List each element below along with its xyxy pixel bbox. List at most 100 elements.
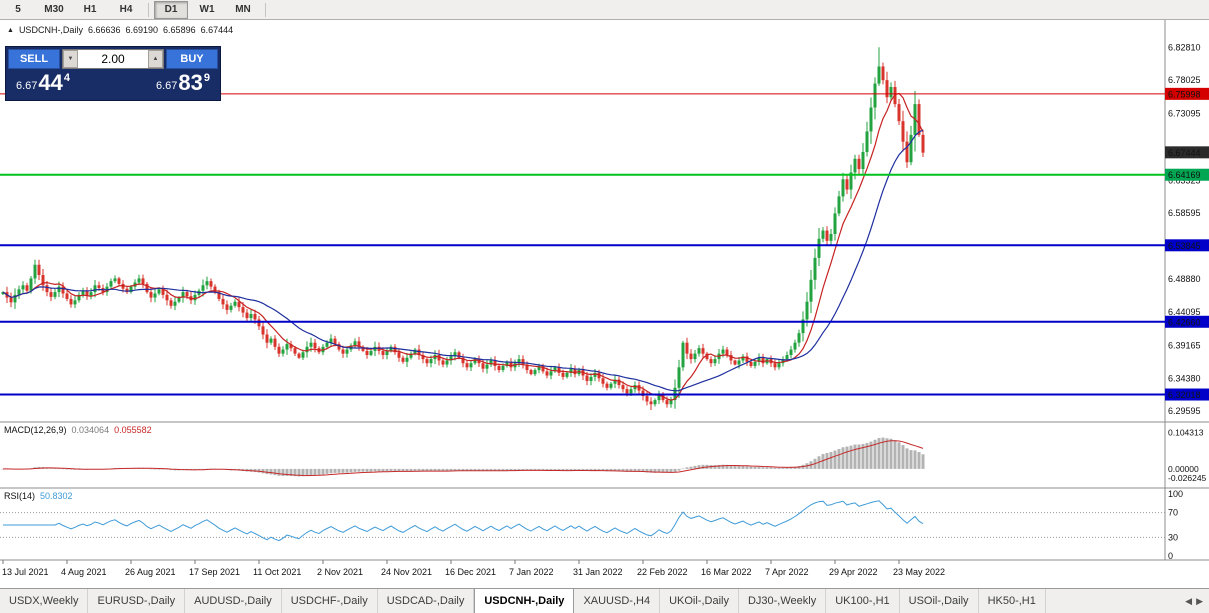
buy-button[interactable]: BUY	[166, 49, 218, 69]
date-label: 2 Nov 2021	[317, 567, 363, 577]
timeframe-button-D1[interactable]: D1	[154, 0, 188, 19]
rsi-axis-label: 0	[1168, 551, 1173, 561]
collapse-icon[interactable]: ▲	[7, 26, 14, 34]
triangle-down-icon: ▼	[67, 56, 74, 62]
timeframe-button-MN[interactable]: MN	[235, 4, 251, 15]
date-label: 29 Apr 2022	[829, 567, 878, 577]
price-badge-6.64169	[1165, 168, 1209, 181]
tab-usdcnh-daily[interactable]: USDCNH-,Daily	[474, 589, 575, 613]
tab-scroll-right-icon[interactable]: ▶	[1196, 595, 1203, 606]
timeframe-button-5[interactable]: 5	[15, 4, 21, 15]
volume-decrease-button[interactable]: ▼	[63, 50, 78, 68]
tab-uk100-h1[interactable]: UK100-,H1	[826, 589, 900, 613]
date-label: 4 Aug 2021	[61, 567, 107, 577]
symbol-title: USDCNH-,Daily	[18, 25, 83, 35]
tab-ukoil-daily[interactable]: UKOil-,Daily	[660, 589, 739, 613]
tab-audusd-daily[interactable]: AUDUSD-,Daily	[185, 589, 282, 613]
macd-axis-label: 0.104313	[1168, 428, 1204, 438]
toolbar-separator	[148, 2, 149, 17]
timeframe-toolbar: 5 M30 H1 H4 D1 W1 MN	[0, 0, 1209, 20]
timeframe-button-H1[interactable]: H1	[83, 4, 97, 15]
buy-price[interactable]: 6.67 83 9	[156, 72, 210, 94]
price-badge-6.75998	[1165, 87, 1209, 100]
macd-axis-label: 0.00000	[1168, 464, 1199, 474]
triangle-up-icon: ▲	[152, 56, 159, 62]
tab-dj30-weekly[interactable]: DJ30-,Weekly	[739, 589, 827, 613]
rsi-label: RSI(14) 50.8302	[4, 491, 73, 501]
price-axis-label: 6.34380	[1168, 373, 1201, 383]
ma-slow-line[interactable]	[2, 129, 924, 392]
macd-signal-line	[3, 440, 924, 477]
date-label: 24 Nov 2021	[381, 567, 432, 577]
tab-xauusd-h4[interactable]: XAUUSD-,H4	[574, 589, 661, 613]
chart-background	[0, 20, 1209, 588]
buy-price-pip: 9	[203, 72, 210, 84]
price-axis-label: 6.58595	[1168, 208, 1201, 218]
price-badge-6.42660	[1165, 315, 1209, 328]
buy-price-big: 83	[178, 70, 203, 95]
sell-price-pip: 4	[63, 72, 71, 84]
price-axis-label: 6.82810	[1168, 42, 1201, 52]
tab-usdx-weekly[interactable]: USDX,Weekly	[0, 589, 89, 613]
tab-usdcad-daily[interactable]: USDCAD-,Daily	[378, 589, 475, 613]
price-badge-6.53845	[1165, 239, 1209, 252]
rsi-line	[3, 500, 924, 542]
date-label: 16 Dec 2021	[445, 567, 496, 577]
rsi-axis-label: 30	[1168, 532, 1178, 542]
price-axis-label: 6.73095	[1168, 109, 1201, 119]
tab-scroll-controls: ◀ ▶	[1179, 589, 1209, 613]
price-badge-text: 6.75998	[1168, 89, 1201, 99]
price-axis-label: 6.78025	[1168, 75, 1201, 85]
price-axis-label: 6.48880	[1168, 274, 1201, 284]
date-label: 31 Jan 2022	[573, 567, 623, 577]
price-badge-text: 6.67444	[1168, 148, 1201, 158]
date-label: 7 Jan 2022	[509, 567, 554, 577]
ohlc-low: 6.65896	[163, 25, 196, 35]
sell-button[interactable]: SELL	[8, 49, 60, 69]
tab-eurusd-daily[interactable]: EURUSD-,Daily	[88, 589, 186, 613]
tab-scroll-left-icon[interactable]: ◀	[1185, 595, 1193, 606]
ohlc-high: 6.69190	[125, 25, 159, 35]
price-badge-text: 6.32018	[1168, 390, 1201, 400]
sell-price-prefix: 6.67	[16, 80, 38, 92]
ohlc-close: 6.67444	[200, 25, 234, 35]
ohlc-open: 6.66636	[87, 25, 121, 35]
tab-hk50-h1[interactable]: HK50-,H1	[979, 589, 1046, 613]
volume-input[interactable]	[78, 50, 148, 68]
date-label: 26 Aug 2021	[125, 567, 176, 577]
sell-price[interactable]: 6.67 44 4	[16, 72, 70, 94]
date-label: 11 Oct 2021	[253, 567, 301, 577]
rsi-axis-label: 70	[1168, 508, 1178, 518]
macd-axis-label: -0.026245	[1168, 473, 1207, 483]
price-badge-text: 6.53845	[1168, 241, 1201, 251]
chart-tabs-bar: USDX,Weekly EURUSD-,Daily AUDUSD-,Daily USD…	[0, 588, 1209, 613]
price-badge-text: 6.42660	[1168, 317, 1201, 327]
macd-label: MACD(12,26,9) 0.034064 0.055582	[4, 425, 152, 435]
date-label: 22 Feb 2022	[637, 567, 688, 577]
timeframe-button-M30[interactable]: M30	[44, 4, 64, 15]
date-label: 23 May 2022	[893, 567, 945, 577]
timeframe-button-H4[interactable]: H4	[119, 4, 133, 15]
tab-usdchf-daily[interactable]: USDCHF-,Daily	[282, 589, 378, 613]
sell-price-big: 44	[38, 70, 63, 95]
price-badge-6.67444	[1165, 146, 1209, 159]
horizontal-lines-layer	[0, 93, 1165, 396]
volume-control: ▼ ▲	[62, 49, 164, 69]
date-label: 16 Mar 2022	[701, 567, 752, 577]
toolbar-separator	[265, 2, 266, 17]
tab-usoil-daily[interactable]: USOil-,Daily	[900, 589, 979, 613]
symbol-ohlc-header: ▲ USDCNH-,Daily 6.66636 6.69190 6.65896 …	[7, 25, 233, 35]
time-axis[interactable]: 13 Jul 2021 4 Aug 2021 26 Aug 2021 17 Sep 2…	[2, 560, 945, 577]
price-badge-text: 6.64169	[1168, 170, 1201, 180]
date-label: 13 Jul 2021	[2, 567, 49, 577]
price-axis[interactable]: 6.828106.780256.730956.633256.585956.488…	[1165, 42, 1209, 561]
date-label: 7 Apr 2022	[765, 567, 809, 577]
date-label: 17 Sep 2021	[189, 567, 240, 577]
volume-increase-button[interactable]: ▲	[148, 50, 163, 68]
chart-canvas[interactable]: MACD(12,26,9) 0.034064 0.055582 RSI(14) 50.8…	[0, 20, 1209, 588]
timeframe-button-W1[interactable]: W1	[199, 4, 215, 15]
rsi-axis-label: 100	[1168, 489, 1183, 499]
buy-price-prefix: 6.67	[155, 80, 178, 92]
